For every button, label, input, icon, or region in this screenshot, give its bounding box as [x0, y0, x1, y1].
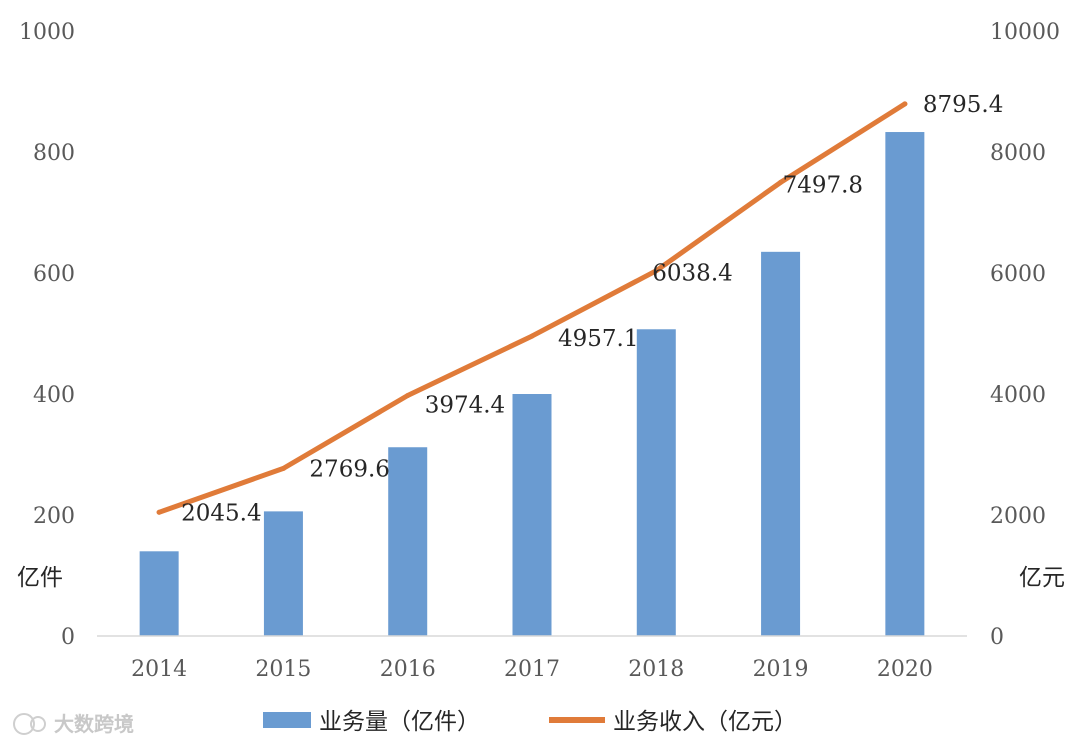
x-axis-tick-label: 2015 [255, 657, 311, 682]
bar-series [139, 132, 925, 636]
line-point [280, 465, 286, 471]
line-data-label: 2045.4 [181, 500, 261, 526]
line-data-label: 6038.4 [652, 261, 732, 287]
x-axis-tick-label: 2019 [753, 657, 809, 682]
right-axis-unit-label: 亿元 [1019, 565, 1065, 591]
watermark-text: 大数跨境 [54, 712, 134, 736]
line-data-label: 7497.8 [783, 172, 863, 198]
left-axis-tick-label: 200 [33, 504, 75, 529]
bar [761, 251, 801, 636]
x-axis-tick-label: 2020 [877, 657, 933, 682]
x-axis-tick-label: 2018 [628, 657, 684, 682]
right-axis-tick-label: 10000 [990, 20, 1060, 45]
left-axis-tick-label: 800 [33, 141, 75, 166]
line-point [529, 333, 535, 339]
x-axis-tick-labels: 2014 2015 2016 2017 2018 2019 2020 [131, 657, 933, 682]
line-point [405, 393, 411, 399]
legend-line-label: 业务收入（亿元） [613, 709, 797, 735]
legend: 业务量（亿件） 业务收入（亿元） [263, 709, 797, 735]
line-data-labels: 2045.4 2769.6 3974.4 4957.1 6038.4 7497.8 8795… [181, 92, 1003, 526]
bar [388, 447, 428, 636]
line-data-label: 4957.1 [558, 326, 638, 352]
bar [139, 551, 179, 636]
left-axis-tick-label: 400 [33, 383, 75, 408]
right-axis-tick-label: 0 [990, 625, 1004, 650]
line-data-label: 8795.4 [923, 92, 1003, 118]
left-axis-tick-labels: 0 200 400 600 800 1000 [19, 20, 75, 650]
bar [636, 329, 676, 636]
watermark: 大数跨境 [13, 712, 134, 736]
legend-bar-swatch [263, 712, 311, 728]
line-point [778, 179, 784, 185]
bar [512, 394, 552, 636]
legend-bar-label: 业务量（亿件） [319, 709, 480, 735]
left-axis-tick-label: 1000 [19, 20, 75, 45]
right-axis-tick-labels: 0 2000 4000 6000 8000 10000 [990, 20, 1060, 650]
line-data-label: 3974.4 [425, 393, 505, 419]
line-data-label: 2769.6 [309, 456, 389, 482]
watermark-logo-icon [13, 713, 46, 735]
right-axis-tick-label: 8000 [990, 141, 1046, 166]
x-axis-tick-label: 2017 [504, 657, 560, 682]
bar [263, 511, 303, 636]
line-point [902, 101, 908, 107]
line-point [653, 268, 659, 274]
right-axis-tick-label: 6000 [990, 262, 1046, 287]
x-axis-tick-label: 2016 [380, 657, 436, 682]
left-axis-tick-label: 600 [33, 262, 75, 287]
right-axis-tick-label: 4000 [990, 383, 1046, 408]
x-axis-tick-label: 2014 [131, 657, 187, 682]
left-axis-tick-label: 0 [61, 625, 75, 650]
right-axis-tick-label: 2000 [990, 504, 1046, 529]
line-point [156, 509, 162, 515]
bar [885, 132, 925, 636]
line-series [156, 101, 908, 515]
left-axis-unit-label: 亿件 [17, 565, 63, 591]
